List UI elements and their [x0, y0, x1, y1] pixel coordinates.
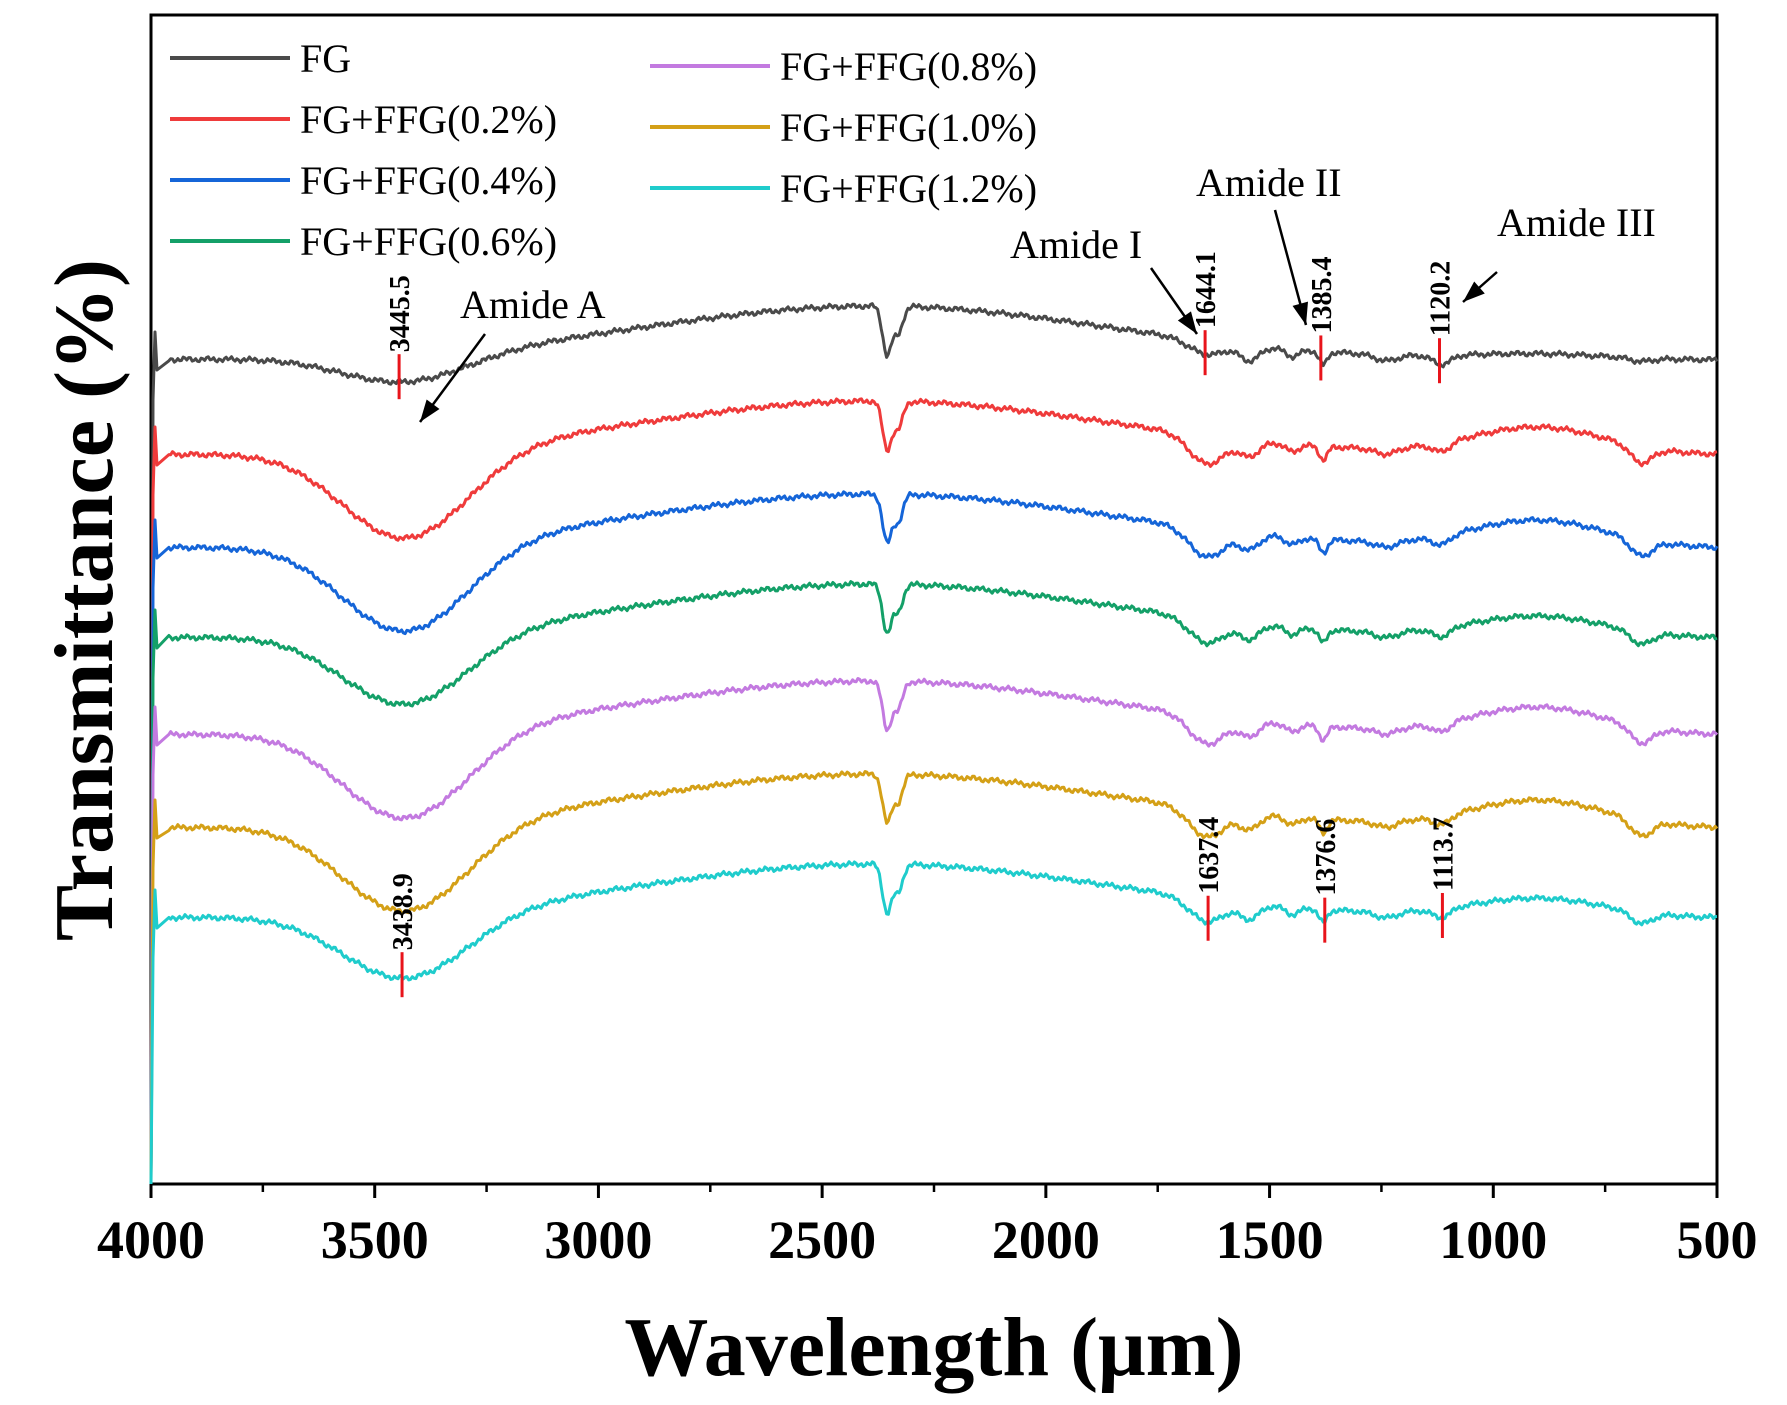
- annotation-arrowhead: [1292, 301, 1308, 325]
- legend-label: FG+FFG(1.0%): [780, 105, 1037, 150]
- annotation-arrowhead: [1463, 281, 1485, 302]
- x-tick-label: 1500: [1216, 1210, 1324, 1270]
- series-line-6: [149, 860, 1718, 1185]
- series-layer: [149, 302, 1719, 1185]
- peak-label: 1385.4: [1307, 256, 1338, 333]
- annotation-arrowhead: [1177, 311, 1197, 334]
- x-tick-label: 1000: [1439, 1210, 1547, 1270]
- peak-label: 3438.9: [388, 873, 419, 950]
- x-axis: 4000 3500 3000 2500 2000 1500 1000 500: [97, 1184, 1758, 1270]
- annotation-label: Amide III: [1497, 200, 1656, 245]
- series-line-1: [149, 397, 1718, 1170]
- peak-label: 1644.1: [1191, 251, 1222, 328]
- legend-label: FG+FFG(0.4%): [300, 158, 557, 203]
- peak-label: 3445.5: [385, 275, 416, 352]
- annotation-layer: Amide A Amide I Amide II Amide III: [418, 160, 1656, 423]
- peak-layer: 3445.5 1644.1 1385.4 1120.2 3438.9 1637.4 1376…: [385, 251, 1459, 998]
- x-tick-label: 3000: [544, 1210, 652, 1270]
- peak-label: 1376.6: [1311, 819, 1342, 896]
- y-axis-title: Transmittance (%): [38, 259, 131, 941]
- legend: FG FG+FFG(0.2%) FG+FFG(0.4%) FG+FFG(0.6%) FG…: [170, 36, 1037, 264]
- series-line-0: [149, 302, 1719, 1167]
- peak-label: 1113.7: [1428, 817, 1459, 891]
- x-tick-label: 500: [1677, 1210, 1758, 1270]
- annotation-arrowhead: [420, 399, 440, 422]
- x-tick-label: 2500: [768, 1210, 876, 1270]
- series-line-3: [149, 580, 1718, 1176]
- series-line-2: [149, 490, 1719, 1173]
- annotation-label: Amide II: [1196, 160, 1342, 205]
- peak-label: 1637.4: [1194, 817, 1225, 894]
- legend-label: FG: [300, 36, 351, 81]
- annotation-label: Amide A: [460, 282, 606, 327]
- series-line-5: [149, 770, 1719, 1182]
- x-axis-title: Wavelength (μm): [624, 1301, 1243, 1394]
- legend-label: FG+FFG(0.6%): [300, 219, 557, 264]
- x-tick-label: 3500: [321, 1210, 429, 1270]
- legend-label: FG+FFG(0.8%): [780, 44, 1037, 89]
- series-line-4: [149, 677, 1719, 1179]
- peak-label: 1120.2: [1426, 261, 1457, 336]
- x-tick-label: 2000: [992, 1210, 1100, 1270]
- legend-label: FG+FFG(0.2%): [300, 97, 557, 142]
- annotation-label: Amide I: [1010, 222, 1142, 267]
- legend-label: FG+FFG(1.2%): [780, 166, 1037, 211]
- x-tick-label: 4000: [97, 1210, 205, 1270]
